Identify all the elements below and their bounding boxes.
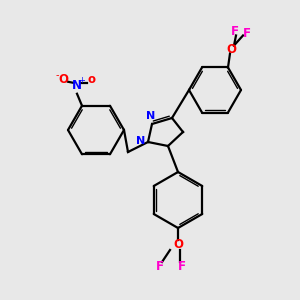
- Text: F: F: [243, 27, 251, 40]
- Text: -: -: [55, 70, 59, 80]
- Text: F: F: [178, 260, 186, 272]
- Text: F: F: [231, 25, 239, 38]
- Text: O: O: [173, 238, 183, 250]
- Text: O: O: [58, 73, 68, 86]
- Text: o: o: [87, 73, 95, 86]
- Text: F: F: [156, 260, 164, 272]
- Text: N: N: [72, 79, 82, 92]
- Text: O: O: [226, 43, 236, 56]
- Text: N: N: [146, 111, 156, 121]
- Text: +: +: [79, 76, 86, 85]
- Text: N: N: [136, 136, 145, 146]
